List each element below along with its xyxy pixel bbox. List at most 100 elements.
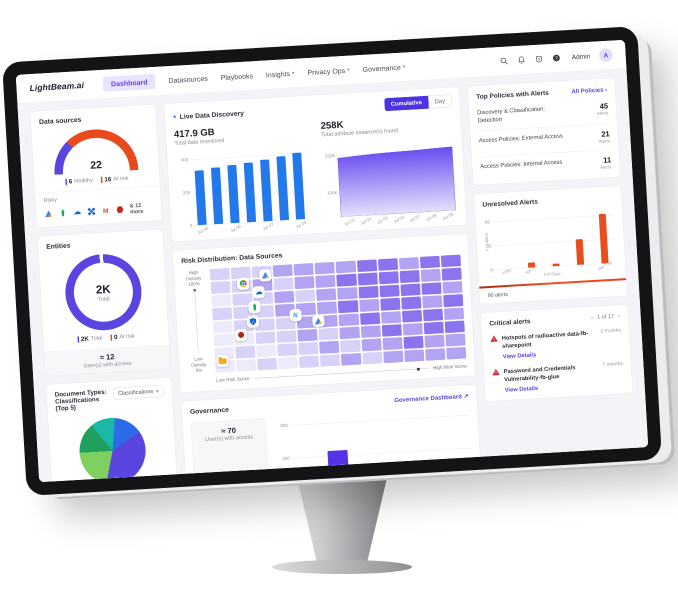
heatmap-cell	[382, 337, 403, 351]
chevron-down-icon: ▾	[402, 63, 406, 70]
nav-tab-insights[interactable]: Insights ▾	[265, 69, 295, 79]
clock-icon[interactable]	[535, 55, 544, 64]
toggle-cumulative[interactable]: Cumulative	[383, 95, 429, 112]
alerts-total-label: 90 alerts	[487, 291, 509, 299]
top-policies-card: Top Policies with Alerts All Policies › …	[467, 77, 621, 186]
page-next-button[interactable]: ›	[617, 312, 621, 320]
gdrive-icon[interactable]	[312, 314, 325, 328]
unresolved-alerts-card: Unresolved Alerts # of Alerts 60 30 0	[473, 185, 628, 305]
folder-icon[interactable]	[216, 354, 229, 368]
entities-card: Entities 2K Total 2K	[37, 228, 171, 377]
search-icon[interactable]	[500, 57, 509, 66]
heatmap-cell	[446, 346, 467, 360]
gdrive-icon[interactable]	[259, 268, 272, 282]
heatmap-cell	[273, 277, 294, 291]
heatmap-cell	[356, 259, 377, 273]
chart-bar	[575, 238, 584, 265]
dropbox-icon[interactable]	[87, 206, 96, 216]
svg-text:?: ?	[555, 56, 558, 61]
y-tick: 100K	[326, 189, 338, 196]
heatmap-cell	[359, 298, 380, 312]
critical-alert-item: ! Hotspots of radioactive data-fb-sharep…	[490, 328, 622, 361]
google-drive-icon[interactable]	[44, 208, 53, 218]
critical-header: Critical alerts ‹ 1 of 17 ›	[489, 312, 620, 327]
toggle-day[interactable]: Day	[427, 94, 452, 109]
axis-tick-label: Jul 03	[343, 217, 356, 227]
heatmap-cell	[338, 313, 360, 327]
discovery-charts: 417.9 GB Total data monitored 400 200 0	[174, 113, 459, 236]
all-policies-link[interactable]: All Policies ›	[571, 85, 608, 95]
nav-tab-dashboard[interactable]: Dashboard	[102, 73, 156, 92]
pagination: ‹ 1 of 17 ›	[591, 312, 621, 321]
avatar[interactable]: A	[598, 48, 613, 63]
heatmap-cell	[357, 272, 378, 286]
unresolved-plot: 60 30 0	[485, 207, 618, 272]
attributes-chart: 258K Total attribute instance(s) found 2…	[320, 113, 458, 227]
shield-icon[interactable]: ✓	[246, 315, 260, 329]
reddot-icon[interactable]	[234, 328, 248, 342]
entities-footer: ≈ 12 User(s) with access	[44, 344, 171, 376]
card-title: Live Data Discovery	[179, 109, 245, 121]
axis-tick-label: Jul 08	[425, 212, 438, 223]
heatmap-cell	[298, 342, 319, 355]
unresolved-chart: # of Alerts 60 30 0	[483, 207, 618, 272]
axis-tick-label: Jul 07	[262, 221, 275, 232]
heatmap-cell	[442, 280, 463, 294]
heatmap-cell	[340, 339, 361, 353]
heatmap-cell	[380, 297, 401, 311]
nav-tab-governance[interactable]: Governance ▾	[362, 62, 406, 74]
gmail-icon[interactable]: M	[102, 206, 109, 215]
chart-bar	[259, 159, 273, 222]
heatmap-cell	[236, 358, 257, 372]
axis-tick-label	[243, 222, 260, 234]
attributes-area-chart: 250K 100K	[325, 136, 456, 217]
nav-tab-datasources[interactable]: Datasources	[168, 74, 208, 85]
axis-tick-label: Jul 03	[196, 225, 209, 236]
dashboard-app: LightBeam.ai Dashboard Datasources Playb…	[15, 39, 649, 483]
legend-healthy: 6 Healthy	[65, 177, 93, 186]
gridline	[291, 447, 472, 459]
legend-swatch	[100, 176, 103, 183]
classifications-dropdown[interactable]: Classifications ▾	[112, 384, 165, 400]
onedrive-icon[interactable]: ☁	[252, 285, 266, 299]
chrome-icon[interactable]	[236, 277, 250, 291]
card-title: Data sources	[38, 115, 82, 126]
hexagon-datasource-icon[interactable]	[115, 204, 124, 214]
density-axis: High Density 100% Low Density 0%	[186, 269, 207, 374]
onedrive-cloud-icon[interactable]: ☁	[72, 207, 82, 217]
governance-dashboard-link[interactable]: Governance Dashboard ↗	[394, 392, 469, 404]
page-indicator: 1 of 17	[597, 313, 615, 321]
heatmap-cell	[379, 284, 400, 298]
nav-tab-playbooks[interactable]: Playbooks	[220, 71, 254, 82]
heatmap-cell	[404, 349, 425, 362]
mongodb-icon[interactable]	[248, 300, 262, 314]
right-column: Top Policies with Alerts All Policies › …	[467, 77, 638, 482]
y-tick: 60	[484, 219, 491, 225]
more-datasources-link[interactable]: & 12 more	[129, 202, 144, 216]
page-prev-button[interactable]: ‹	[590, 313, 594, 322]
logo: LightBeam.ai	[29, 80, 85, 93]
help-icon[interactable]: ?	[552, 54, 561, 63]
notifications-bell-icon[interactable]	[517, 56, 526, 65]
heatmap-cell	[318, 327, 339, 341]
mongodb-icon[interactable]	[58, 208, 67, 218]
warning-triangle-icon: !	[490, 335, 498, 342]
risk-heatmap: ☁ ✓ N	[209, 254, 467, 373]
y-tick: 400	[180, 157, 189, 163]
axis-tick-label: Jul 09	[294, 219, 308, 230]
heatmap-cell	[336, 273, 357, 287]
legend-swatch	[110, 334, 113, 341]
volume-bar-chart: 400 200 0	[181, 145, 310, 228]
monitor-stand-foot	[272, 560, 412, 574]
external-link-icon: ↗	[463, 392, 469, 400]
nbadge-icon[interactable]: N	[289, 308, 302, 322]
chevron-down-icon: ▾	[346, 67, 350, 73]
nav-tab-privacy-ops[interactable]: Privacy Ops ▾	[307, 66, 350, 77]
bar-series	[190, 145, 309, 226]
card-title: Top Policies with Alerts	[476, 88, 549, 101]
axis-tick-label: Jul 07	[408, 213, 422, 223]
alert-age: 7 months	[602, 361, 624, 368]
live-data-discovery-card: ● Live Data Discovery Cumulative Day 417…	[163, 86, 468, 243]
heatmap-cell	[319, 340, 340, 354]
heatmap-cell	[209, 267, 230, 281]
